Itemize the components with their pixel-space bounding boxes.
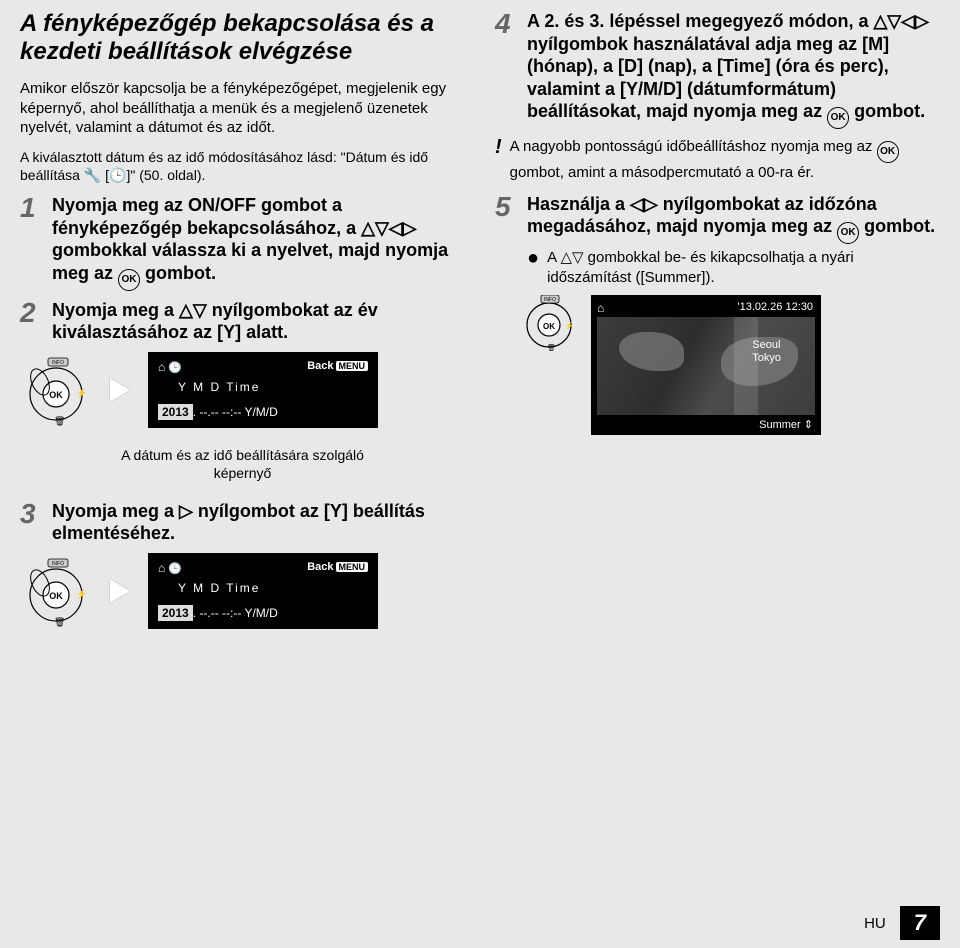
svg-text:OK: OK: [543, 322, 555, 331]
svg-text:🗑: 🗑: [547, 343, 556, 351]
step-2-text: Nyomja meg a △▽ nyílgombokat az év kivál…: [52, 299, 465, 344]
step-number-1: 1: [20, 194, 44, 291]
svg-text:⚡: ⚡: [76, 387, 87, 399]
step-3-text: Nyomja meg a ▷ nyílgombot az [Y] beállít…: [52, 500, 465, 545]
step-5-bullet: A △▽ gombokkal be- és kikapcsolhatja a n…: [547, 248, 940, 287]
svg-text:INFO: INFO: [544, 297, 556, 303]
page-title: A fényképezőgép bekapcsolása és a kezdet…: [20, 10, 465, 65]
precision-note: A nagyobb pontosságú időbeállításhoz nyo…: [510, 137, 940, 183]
step-4-text: A 2. és 3. lépéssel megegyező módon, a △…: [527, 10, 940, 129]
lcd-screen-2: ⌂ 🕒 BackMENU Y M D Time 2013. --.-- --:-…: [148, 553, 378, 629]
ok-icon: OK: [837, 222, 859, 244]
ok-icon: OK: [827, 107, 849, 129]
control-dial-illustration-2: OK INFO ⚡ 🗑: [20, 555, 92, 627]
svg-text:INFO: INFO: [52, 360, 64, 366]
step-5-text: Használja a ◁▷ nyílgombokat az időzóna m…: [527, 193, 940, 245]
language-code: HU: [864, 915, 886, 932]
svg-text:OK: OK: [49, 591, 63, 601]
city-list: Seoul Tokyo: [752, 339, 781, 365]
arrow-right-icon: [110, 579, 130, 603]
ok-icon: OK: [118, 269, 140, 291]
svg-text:🗑: 🗑: [54, 416, 65, 426]
modify-note: A kiválasztott dátum és az idő módosítás…: [20, 148, 465, 184]
svg-text:⚡: ⚡: [76, 588, 87, 600]
svg-text:INFO: INFO: [52, 561, 64, 567]
step-number-2: 2: [20, 299, 44, 344]
svg-text:🗑: 🗑: [54, 617, 65, 627]
lcd-screen-1: ⌂ 🕒 BackMENU Y M D Time 2013. --.-- --:-…: [148, 352, 378, 428]
map-time: '13.02.26 12:30: [737, 301, 813, 313]
ok-icon: OK: [877, 141, 899, 163]
lcd-caption: A dátum és az idő beállítására szolgáló …: [113, 446, 373, 482]
step-number-5: 5: [495, 193, 519, 288]
step-number-4: 4: [495, 10, 519, 129]
step-1-text: Nyomja meg az ON/OFF gombot a fényképező…: [52, 194, 465, 291]
summer-toggle-label: Summer ⇕: [759, 418, 813, 431]
page-footer: HU 7: [864, 906, 940, 940]
control-dial-small: OK INFO ⚡ 🗑: [521, 295, 577, 351]
caution-icon: !: [495, 137, 502, 183]
control-dial-illustration: OK INFO ⚡ 🗑: [20, 354, 92, 426]
page-number: 7: [900, 906, 940, 940]
timezone-map-screen: ⌂ '13.02.26 12:30 Seoul Tokyo Summer ⇕: [591, 295, 821, 435]
step-number-3: 3: [20, 500, 44, 545]
svg-text:⚡: ⚡: [565, 321, 574, 330]
world-map-graphic: [597, 317, 815, 415]
svg-text:OK: OK: [49, 390, 63, 400]
timezone-stripe: [734, 317, 758, 415]
intro-paragraph: Amikor először kapcsolja be a fényképező…: [20, 79, 465, 138]
bullet-icon: ●: [527, 248, 539, 287]
arrow-right-icon: [110, 378, 130, 402]
